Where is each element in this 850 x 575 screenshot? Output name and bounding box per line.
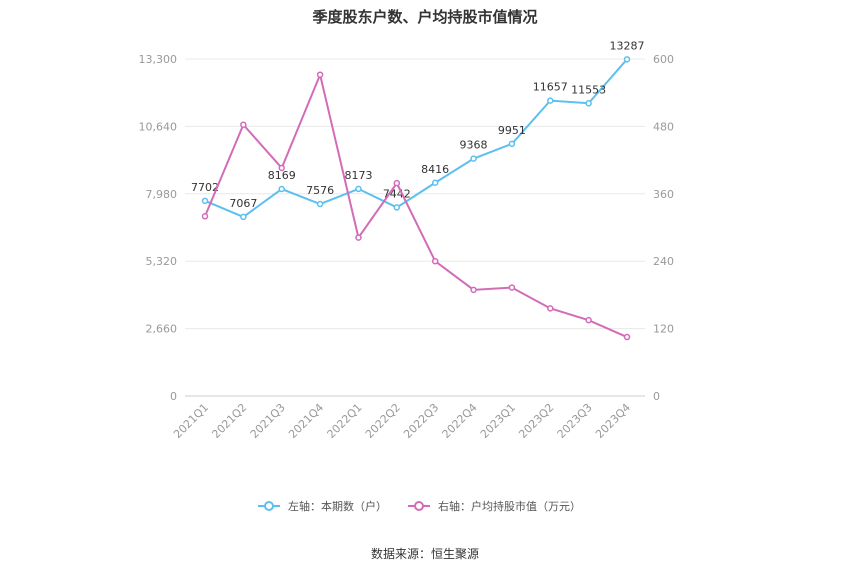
- legend-label: 右轴：户均持股市值（万元）: [438, 499, 581, 513]
- y-left-tick-label: 13,300: [139, 53, 178, 66]
- data-label: 7702: [191, 181, 219, 194]
- y-right-tick-label: 360: [653, 188, 674, 201]
- y-right-tick-label: 480: [653, 120, 674, 133]
- y-right-tick-label: 0: [653, 390, 660, 403]
- data-point: [431, 179, 439, 187]
- data-point: [355, 234, 362, 241]
- x-tick-label: 2022Q2: [363, 401, 403, 441]
- data-point: [623, 333, 631, 341]
- data-point: [201, 197, 209, 205]
- data-label: 7067: [229, 197, 257, 210]
- data-point: [508, 140, 516, 148]
- data-label: 11657: [533, 81, 568, 94]
- data-label: 9951: [498, 124, 526, 137]
- y-right-tick-label: 120: [653, 323, 674, 336]
- legend: 左轴：本期数（户） 右轴：户均持股市值（万元）: [258, 499, 581, 513]
- series-layer: 7702706781697576817374428416936899511165…: [191, 39, 645, 341]
- data-source: 数据来源：恒生聚源: [370, 547, 479, 561]
- x-tick-label: 2021Q3: [248, 401, 288, 441]
- y-left-tick-label: 5,320: [146, 255, 178, 268]
- data-point: [240, 213, 247, 221]
- y-right-tick-label: 600: [653, 53, 674, 66]
- data-point: [547, 305, 554, 312]
- y-right-tick-label: 240: [653, 255, 674, 268]
- data-point: [316, 200, 324, 208]
- y-left-tick-label: 7,980: [146, 188, 178, 201]
- y-left-tick-label: 10,640: [139, 120, 178, 133]
- data-point: [547, 97, 554, 104]
- data-point: [431, 257, 439, 265]
- x-tick-label: 2023Q3: [555, 401, 595, 441]
- data-point: [316, 71, 324, 78]
- legend-marker: [414, 501, 424, 511]
- x-tick-label: 2022Q4: [440, 401, 480, 441]
- data-point: [470, 286, 477, 294]
- data-point: [470, 155, 477, 162]
- data-point: [240, 121, 247, 128]
- data-point: [623, 56, 631, 63]
- x-tick-label: 2022Q3: [401, 401, 441, 441]
- x-tick-label: 2021Q2: [209, 401, 249, 441]
- x-tick-label: 2023Q1: [478, 401, 518, 441]
- series-line: [204, 58, 628, 219]
- data-point: [201, 213, 209, 220]
- y-left-tick-label: 2,660: [146, 323, 178, 336]
- x-tick-label: 2021Q4: [286, 401, 326, 441]
- x-tick-label: 2022Q1: [325, 401, 365, 441]
- data-point: [355, 185, 362, 193]
- data-label: 7576: [306, 184, 334, 197]
- data-point: [393, 204, 401, 211]
- data-point: [508, 284, 516, 291]
- x-tick-label: 2023Q2: [516, 401, 556, 441]
- data-label: 8416: [421, 163, 449, 176]
- data-label: 8169: [268, 169, 296, 182]
- series-line: [204, 71, 628, 338]
- data-point: [585, 100, 592, 107]
- axes: 0 0 2,660 120 5,320 240 7,980 360 10,640 480 13,30…: [139, 53, 675, 441]
- chart-title: 季度股东户数、户均持股市值情况: [312, 8, 538, 26]
- data-label: 13287: [610, 39, 645, 52]
- y-left-tick-label: 0: [170, 390, 177, 403]
- data-point: [278, 185, 285, 193]
- x-tick-label: 2021Q1: [171, 401, 211, 441]
- data-point: [393, 179, 401, 187]
- data-label: 9368: [460, 139, 488, 152]
- x-tick-label: 2023Q4: [593, 401, 633, 441]
- legend-label: 左轴：本期数（户）: [288, 499, 387, 513]
- data-point: [278, 164, 285, 172]
- legend-marker: [264, 501, 274, 511]
- data-label: 11553: [571, 83, 606, 96]
- grid-lines: [185, 58, 645, 397]
- data-point: [585, 316, 592, 324]
- data-label: 8173: [344, 169, 372, 182]
